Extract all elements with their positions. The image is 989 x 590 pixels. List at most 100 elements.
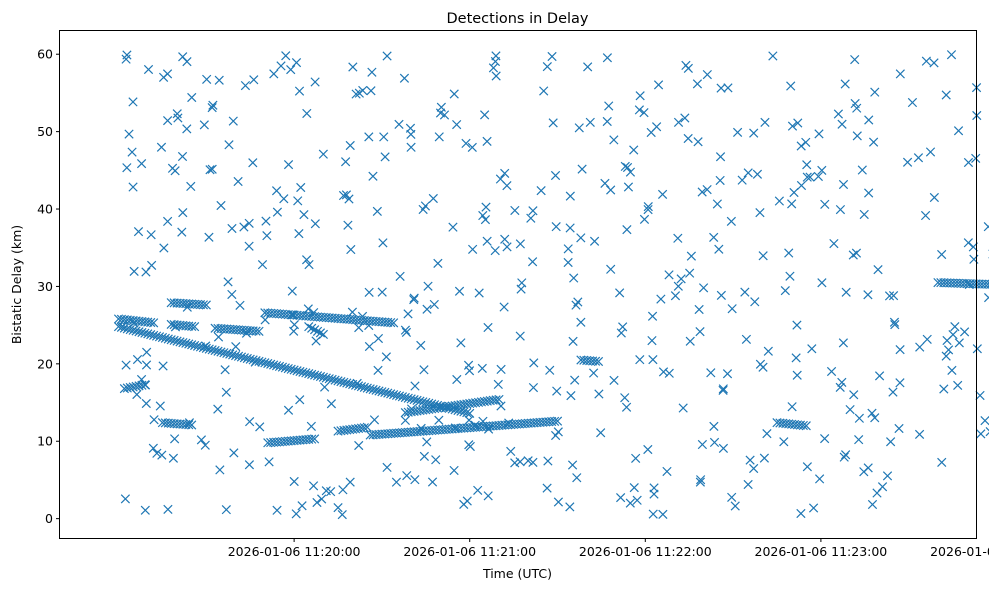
detection-point (204, 232, 214, 242)
detection-point (850, 98, 860, 109)
detection-point (888, 387, 898, 397)
detection-point (128, 382, 138, 392)
detection-point (454, 286, 465, 296)
detection-point (681, 60, 691, 71)
detection-point (673, 233, 683, 243)
detection-point (813, 171, 823, 182)
detection-point (154, 332, 165, 342)
detection-point (346, 244, 356, 255)
detection-point (383, 388, 393, 398)
detection-point (649, 489, 659, 499)
detection-point (137, 327, 147, 338)
detection-point (170, 322, 181, 332)
detection-point (227, 289, 237, 300)
detection-point (160, 333, 170, 343)
detection-point (837, 119, 847, 129)
detection-point (260, 358, 270, 368)
detection-point (749, 463, 759, 474)
x-tick-label: 2026-01-06 11:20:00 (228, 544, 361, 559)
detection-point (429, 299, 439, 310)
detection-point (802, 172, 812, 182)
detection-point (829, 238, 839, 249)
detection-point (338, 485, 348, 495)
detection-point (233, 351, 244, 361)
detection-point (576, 317, 586, 327)
detection-point (343, 220, 353, 230)
detection-point (304, 369, 314, 379)
detection-point (121, 360, 131, 370)
detection-point (552, 416, 563, 426)
detection-point (221, 505, 231, 515)
detection-point (693, 137, 703, 147)
detection-point (386, 317, 396, 328)
detection-point (685, 268, 695, 278)
detection-point (136, 374, 147, 385)
detection-point (372, 206, 382, 217)
detection-point (140, 380, 151, 390)
detection-point (134, 327, 144, 337)
detection-point (210, 345, 220, 356)
detection-point (124, 129, 134, 139)
detection-point (294, 86, 305, 96)
detection-point (975, 390, 985, 401)
detection-point (409, 294, 419, 305)
detection-point (922, 334, 932, 344)
detection-point (506, 446, 516, 457)
detection-point (242, 353, 252, 364)
detection-point (792, 370, 802, 380)
detection-point (695, 327, 705, 337)
detection-point (718, 443, 729, 454)
detection-point (289, 476, 299, 487)
detection-point (526, 213, 536, 223)
detection-point (347, 307, 358, 317)
detection-point (178, 208, 188, 218)
detection-point (157, 450, 167, 460)
detection-point (149, 415, 159, 425)
detection-point (296, 182, 306, 193)
detection-point (248, 158, 258, 168)
detection-point (565, 191, 575, 201)
detection-point (864, 115, 874, 125)
detection-point (249, 75, 259, 85)
detection-point (125, 324, 135, 335)
detection-point (929, 192, 939, 203)
detection-point (791, 353, 801, 363)
detection-point (224, 140, 234, 150)
detection-point (718, 385, 728, 396)
detection-point (577, 164, 587, 174)
detection-point (985, 427, 989, 437)
detection-point (140, 505, 150, 515)
detection-point (228, 350, 238, 360)
detection-point (510, 205, 520, 216)
detection-point (198, 300, 209, 310)
detection-point (953, 380, 963, 391)
detection-point (570, 375, 580, 385)
detection-point (653, 80, 664, 90)
detection-point (983, 222, 989, 232)
detection-point (159, 243, 169, 253)
detection-point (409, 395, 419, 405)
detection-point (286, 64, 296, 75)
detection-point (406, 404, 417, 414)
detection-point (345, 477, 355, 487)
detection-point (542, 483, 552, 493)
detection-point (291, 509, 301, 519)
detection-point (251, 326, 261, 336)
detection-point (423, 281, 433, 291)
detection-point (276, 61, 286, 71)
detection-point (963, 157, 974, 168)
detection-point (646, 127, 656, 138)
detection-point (499, 302, 509, 312)
detection-point (798, 420, 808, 431)
detection-point (874, 371, 885, 381)
detection-point (643, 202, 653, 212)
detection-point (309, 325, 320, 335)
detection-point (639, 214, 650, 225)
detection-point (431, 455, 441, 465)
detection-point (416, 340, 426, 350)
detection-point (207, 164, 217, 174)
detection-point (131, 326, 141, 336)
detection-point (257, 260, 268, 270)
detection-point (877, 482, 888, 492)
detection-point (563, 257, 573, 268)
